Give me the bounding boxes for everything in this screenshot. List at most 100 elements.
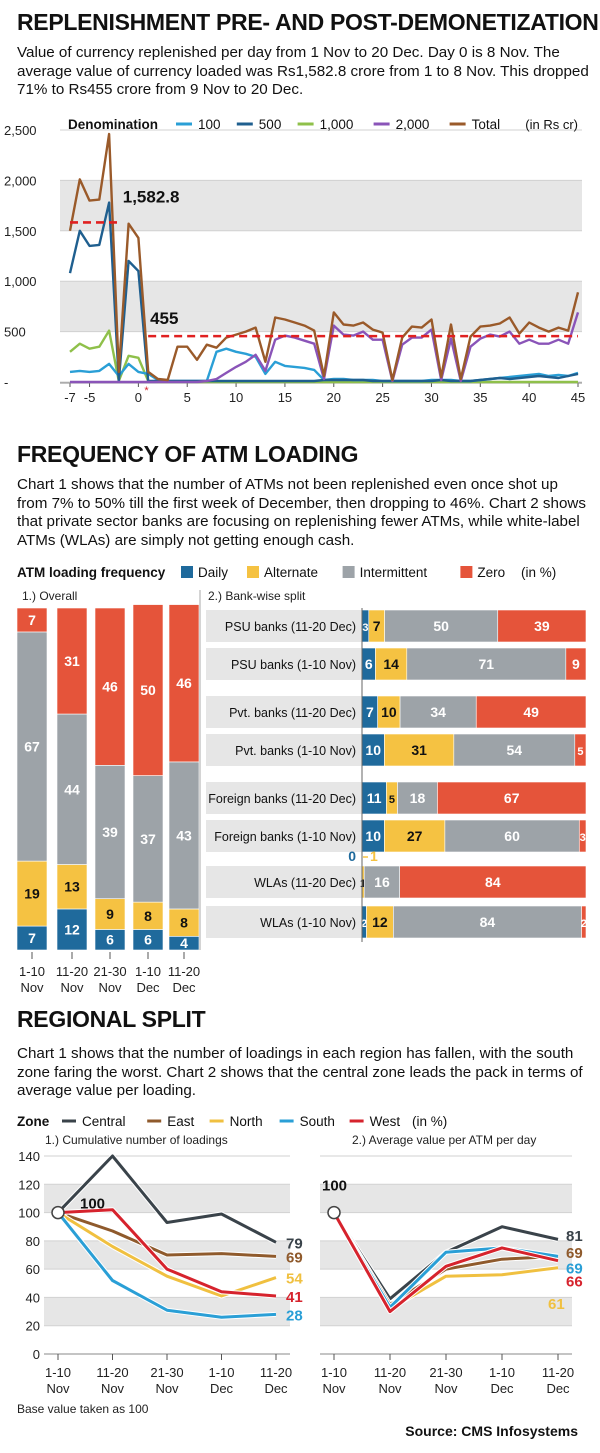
legend-label: 2,000 bbox=[396, 117, 430, 132]
stacked-bar-segment-zero bbox=[56, 607, 88, 715]
bar-value-label: 8 bbox=[144, 908, 152, 924]
stacked-bar-segment-intermittent bbox=[56, 713, 88, 865]
legend-label: South bbox=[300, 1114, 335, 1129]
bar-value-label: 46 bbox=[102, 679, 118, 695]
legend-label: Zero bbox=[477, 565, 505, 580]
y-tick-label: 1,000 bbox=[4, 274, 37, 289]
base-point-marker bbox=[51, 1205, 65, 1220]
legend-title: Zone bbox=[17, 1114, 50, 1129]
x-tick-label: Nov bbox=[434, 1381, 458, 1396]
x-tick-label: 11-20 bbox=[96, 1365, 128, 1380]
bar-value-label: 34 bbox=[430, 704, 446, 720]
bar-value-label: 1 bbox=[360, 878, 366, 890]
x-tick-label: Dec bbox=[136, 980, 160, 995]
panel-title: 1.) Overall bbox=[22, 589, 77, 603]
start-value-label: 100 bbox=[322, 1178, 347, 1195]
grid-band bbox=[60, 180, 582, 231]
x-tick-label: -5 bbox=[84, 390, 96, 405]
end-value-label: 69 bbox=[566, 1245, 583, 1262]
bar-value-label: 71 bbox=[479, 656, 495, 672]
y-tick-label: 0 bbox=[33, 1347, 40, 1362]
end-value-label: 61 bbox=[548, 1296, 565, 1313]
stacked-bar-segment-intermittent bbox=[94, 765, 126, 900]
y-tick-label: 2,000 bbox=[4, 173, 37, 188]
end-value-label: 66 bbox=[566, 1273, 583, 1290]
x-tick-label: Dec bbox=[264, 1381, 288, 1396]
bar-value-label: 14 bbox=[383, 656, 399, 672]
stacked-bar-segment-zero bbox=[399, 865, 587, 899]
stacked-bar-segment-zero bbox=[497, 609, 587, 643]
stacked-bar-segment-zero bbox=[168, 604, 200, 763]
stacked-bar-segment-alternate bbox=[366, 905, 394, 939]
average-label: 455 bbox=[150, 309, 178, 328]
bar-value-label: 43 bbox=[176, 827, 192, 843]
x-tick-label: 30 bbox=[424, 390, 438, 405]
x-tick-label: Nov bbox=[60, 980, 84, 995]
x-tick-label: Nov bbox=[155, 1381, 179, 1396]
stacked-bar-segment-daily bbox=[56, 908, 88, 951]
stacked-bar-segment-intermittent bbox=[453, 733, 576, 767]
y-tick-label: 1,500 bbox=[4, 224, 37, 239]
bar-value-label: 5 bbox=[389, 794, 395, 806]
stacked-bar-segment-zero bbox=[94, 607, 126, 766]
end-value-label: 69 bbox=[286, 1249, 303, 1266]
section1-title: REPLENISHMENT PRE- AND POST-DEMONETIZATI… bbox=[17, 9, 599, 35]
section2-description: Chart 1 shows that the number of ATMs no… bbox=[17, 476, 586, 549]
stacked-bar-segment-zero bbox=[578, 819, 587, 853]
x-tick-label: 11-20 bbox=[56, 964, 88, 979]
bar-value-label: 49 bbox=[523, 704, 539, 720]
x-tick-label: Dec bbox=[210, 1381, 234, 1396]
stacked-bar-segment-intermittent bbox=[363, 865, 401, 899]
x-tick-label: 20 bbox=[327, 390, 341, 405]
row-label: PSU banks (11-20 Dec) bbox=[225, 620, 356, 634]
unit-note: (in Rs cr) bbox=[525, 117, 578, 132]
bar-value-label: 19 bbox=[24, 886, 40, 902]
legend-swatch bbox=[460, 566, 473, 578]
x-tick-label: 1-10 bbox=[208, 1365, 234, 1380]
regional-split-charts: Zone Central East North South West (in %) 1.) C… bbox=[17, 1114, 583, 1416]
legend-label: 500 bbox=[259, 117, 282, 132]
y-tick-label: 60 bbox=[26, 1262, 40, 1277]
section3-title: REGIONAL SPLIT bbox=[17, 1006, 206, 1032]
x-tick-label: 11-20 bbox=[260, 1365, 292, 1380]
stacked-bar-segment-zero bbox=[565, 647, 587, 681]
x-tick-label: 11-20 bbox=[542, 1365, 574, 1380]
x-tick-label: 0 bbox=[135, 390, 142, 405]
bar-value-label: 84 bbox=[480, 914, 496, 930]
bar-value-label: 1 bbox=[370, 848, 378, 864]
legend-label: Total bbox=[472, 117, 501, 132]
end-value-label: 81 bbox=[566, 1228, 583, 1245]
bar-value-label: 50 bbox=[140, 682, 156, 698]
bar-value-label: 31 bbox=[64, 653, 80, 669]
bar-value-label: 9 bbox=[572, 656, 580, 672]
y-tick-label: 80 bbox=[26, 1234, 40, 1249]
bar-value-label: 2 bbox=[361, 918, 367, 930]
x-tick-label: Nov bbox=[46, 1381, 70, 1396]
atm-loading-frequency-charts: ATM loading frequency Daily Alternate Inter… bbox=[16, 565, 587, 995]
bar-value-label: 8 bbox=[180, 915, 188, 931]
bar-value-label: 4 bbox=[180, 935, 188, 951]
grid-band bbox=[60, 281, 582, 332]
x-tick-label: Nov bbox=[98, 980, 122, 995]
bar-value-label: 27 bbox=[407, 828, 423, 844]
bar-value-label: 7 bbox=[373, 618, 381, 634]
bar-value-label: 10 bbox=[365, 742, 381, 758]
bar-value-label: 12 bbox=[372, 914, 388, 930]
x-tick-label: 1-10 bbox=[19, 964, 45, 979]
stacked-bar-segment-zero bbox=[574, 733, 587, 767]
section3-description: Chart 1 shows that the number of loading… bbox=[17, 1045, 583, 1100]
replenishment-line-chart: - 500 1,000 1,500 2,000 2,500 -7 -5 0 5 10 15 20 25 30… bbox=[4, 117, 585, 405]
stacked-bar-segment-intermittent bbox=[444, 819, 580, 853]
legend-label: Daily bbox=[198, 565, 228, 580]
x-tick-label: 11-20 bbox=[374, 1365, 406, 1380]
stacked-bar-segment-alternate bbox=[56, 864, 88, 910]
series-line-total bbox=[68, 132, 580, 382]
series-line-east bbox=[57, 1211, 277, 1258]
x-tick-label: 21-30 bbox=[150, 1365, 183, 1380]
panel-title: 2.) Bank-wise split bbox=[208, 589, 306, 603]
stacked-bar-segment-alternate bbox=[384, 733, 455, 767]
legend-title: Denomination bbox=[68, 117, 158, 132]
bar-value-label: 13 bbox=[64, 879, 80, 895]
series-line-west bbox=[332, 1211, 559, 1314]
series-line-central bbox=[56, 1154, 277, 1244]
